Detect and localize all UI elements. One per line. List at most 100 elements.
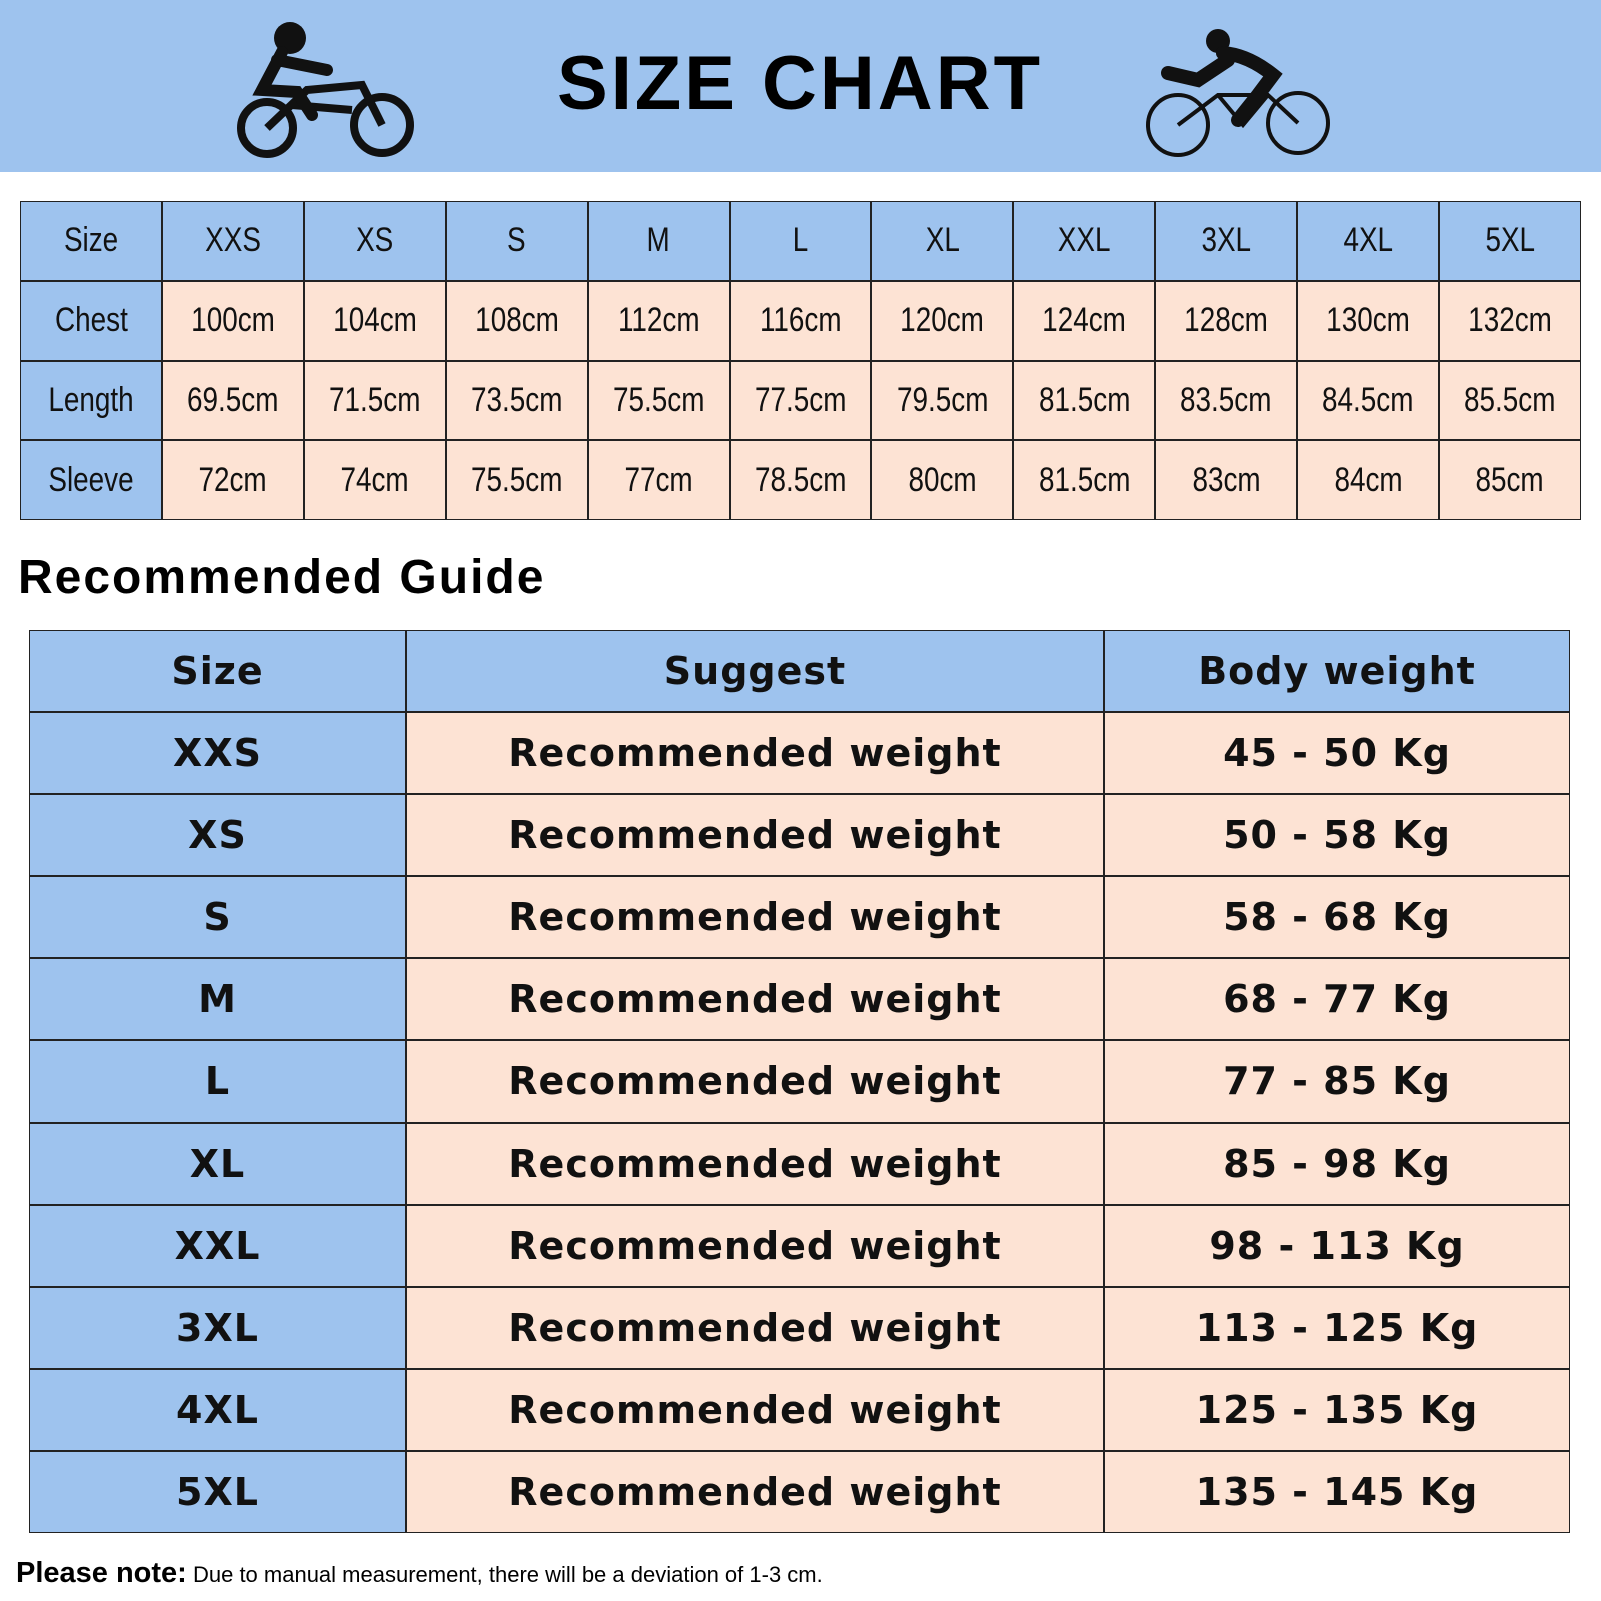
table-cell-text: 125 - 135 Kg: [1195, 1387, 1479, 1432]
table-cell: 79.5cm: [871, 360, 1014, 441]
table-cell-text: Recommended weight: [508, 1469, 1002, 1514]
table-cell-text: 83cm: [1192, 460, 1261, 499]
header-cell: 3XL: [1155, 201, 1298, 281]
table-cell-text: 128cm: [1184, 301, 1269, 340]
header-cell: L: [729, 201, 872, 281]
table-cell-text: 84.5cm: [1322, 380, 1414, 419]
row-label-text: S: [203, 895, 232, 940]
table-cell-text: 104cm: [332, 301, 417, 340]
row-label-text: XXS: [173, 731, 262, 776]
table-cell-text: 68 - 77 Kg: [1223, 977, 1451, 1022]
row-label: 3XL: [29, 1286, 406, 1369]
table-cell-text: 132cm: [1468, 301, 1552, 340]
row-label-text: L: [204, 1059, 231, 1104]
row-label: XXL: [29, 1204, 406, 1287]
header-cell: Suggest: [406, 630, 1104, 713]
table-cell-text: 135 - 145 Kg: [1195, 1469, 1479, 1514]
table-cell: Recommended weight: [406, 1204, 1104, 1287]
table-cell-text: 81.5cm: [1038, 380, 1131, 419]
row-label-text: XL: [189, 1141, 246, 1186]
table-cell-text: Recommended weight: [508, 1223, 1002, 1268]
table-cell: 120cm: [871, 280, 1014, 361]
header-cell-text: 5XL: [1485, 221, 1535, 260]
table-cell: Recommended weight: [406, 1450, 1104, 1533]
table-cell-text: 77 - 85 Kg: [1223, 1059, 1451, 1104]
table-cell-text: 113 - 125 Kg: [1195, 1305, 1479, 1350]
table-cell-text: 78.5cm: [754, 460, 847, 499]
table-cell: 72cm: [161, 440, 304, 520]
header-cell-text: Size: [63, 221, 119, 260]
header-cell: Body weight: [1104, 630, 1570, 713]
header-cell: Size: [20, 201, 162, 281]
table-cell-text: 75.5cm: [470, 460, 563, 499]
table-cell-text: 81.5cm: [1038, 460, 1131, 499]
table-cell-text: 50 - 58 Kg: [1223, 813, 1451, 858]
row-label: XS: [29, 794, 406, 877]
table-cell: 69.5cm: [161, 360, 304, 441]
header-cell-text: Suggest: [663, 649, 847, 694]
note-label: Please note:: [16, 1557, 187, 1589]
table-cell: 68 - 77 Kg: [1104, 958, 1570, 1041]
table-cell-text: 83.5cm: [1180, 380, 1272, 419]
note: Please note: Due to manual measurement, …: [16, 1557, 823, 1590]
table-cell-text: Recommended weight: [508, 1387, 1002, 1432]
table-cell-text: 72cm: [198, 460, 267, 499]
table-cell-text: 85cm: [1475, 460, 1545, 499]
table-cell: 112cm: [587, 280, 730, 361]
table-cell-text: Recommended weight: [508, 1305, 1002, 1350]
table-cell-text: 120cm: [900, 301, 985, 340]
table-cell-text: 98 - 113 Kg: [1209, 1223, 1465, 1268]
table-cell: 74cm: [303, 440, 446, 520]
motorbike-icon: [237, 22, 414, 158]
header-cell-text: 4XL: [1343, 221, 1393, 260]
table-cell: 100cm: [161, 280, 304, 361]
row-label: 4XL: [29, 1368, 406, 1451]
row-label-text: Length: [48, 380, 134, 419]
table-cell-text: 124cm: [1042, 301, 1127, 340]
table-cell-text: 73.5cm: [470, 380, 563, 419]
row-label-text: M: [198, 977, 237, 1022]
table-cell-text: 85 - 98 Kg: [1223, 1141, 1451, 1186]
table-cell-text: 79.5cm: [896, 380, 989, 419]
table-cell: 77cm: [587, 440, 730, 520]
table-cell-text: Recommended weight: [508, 895, 1002, 940]
table-cell: Recommended weight: [406, 794, 1104, 877]
table-cell: 78.5cm: [729, 440, 872, 520]
table-cell: Recommended weight: [406, 876, 1104, 959]
table-cell-text: Recommended weight: [508, 813, 1002, 858]
header-cell: 4XL: [1297, 201, 1440, 281]
table-cell-text: 71.5cm: [329, 380, 421, 419]
table-cell: 85.5cm: [1439, 360, 1581, 441]
table-cell: 73.5cm: [445, 360, 588, 441]
row-label-text: Sleeve: [48, 460, 134, 499]
table-cell: 130cm: [1297, 280, 1440, 361]
header-cell: M: [587, 201, 730, 281]
table-cell-text: 77.5cm: [754, 380, 847, 419]
table-cell-text: 100cm: [191, 301, 275, 340]
table-cell-text: 77cm: [624, 460, 693, 499]
header-cell-text: Body weight: [1198, 649, 1476, 694]
table-cell: 81.5cm: [1013, 440, 1156, 520]
table-cell: 81.5cm: [1013, 360, 1156, 441]
table-cell-text: 58 - 68 Kg: [1223, 895, 1451, 940]
row-label-text: 3XL: [176, 1305, 259, 1350]
row-label: Chest: [20, 280, 162, 361]
table-cell-text: 74cm: [340, 460, 409, 499]
header-cell-text: XXS: [204, 221, 261, 260]
table-cell-text: 108cm: [474, 301, 559, 340]
header-cell: XS: [303, 201, 446, 281]
table-cell-text: 69.5cm: [187, 380, 279, 419]
header-cell-text: XS: [356, 221, 394, 260]
table-cell-text: 75.5cm: [612, 380, 705, 419]
note-text: Due to manual measurement, there will be…: [192, 1562, 823, 1587]
table-cell: 125 - 135 Kg: [1104, 1368, 1570, 1451]
table-cell: 113 - 125 Kg: [1104, 1286, 1570, 1369]
table-cell-text: 80cm: [908, 460, 977, 499]
table-cell: 128cm: [1155, 280, 1298, 361]
table-cell: 75.5cm: [587, 360, 730, 441]
table-cell-text: 130cm: [1326, 301, 1410, 340]
table-cell-text: 45 - 50 Kg: [1223, 731, 1451, 776]
header-cell-text: M: [646, 221, 671, 260]
header-cell-text: XL: [925, 221, 960, 260]
header-cell-text: 3XL: [1201, 221, 1252, 260]
